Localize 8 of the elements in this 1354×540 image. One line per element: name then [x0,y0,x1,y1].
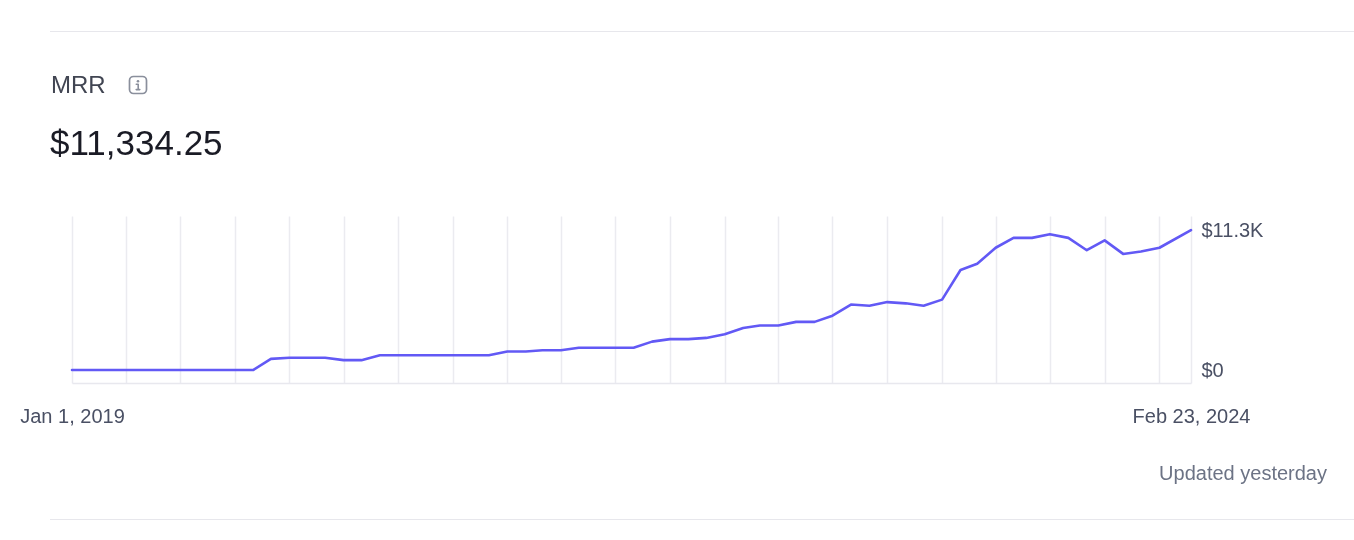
y-tick-label: $11.3K [1201,218,1265,241]
chart-title: MRR [51,71,106,99]
text: Updated yesterday [1159,461,1327,485]
chart-subtitle: $11,334.25 [50,122,223,164]
line-series [70,228,1193,372]
x-tick-label: Feb 23, 2024 [1132,404,1251,427]
y-tick-label: $0 [1201,358,1224,381]
x-tick-label: Jan 1, 2019 [20,404,125,427]
